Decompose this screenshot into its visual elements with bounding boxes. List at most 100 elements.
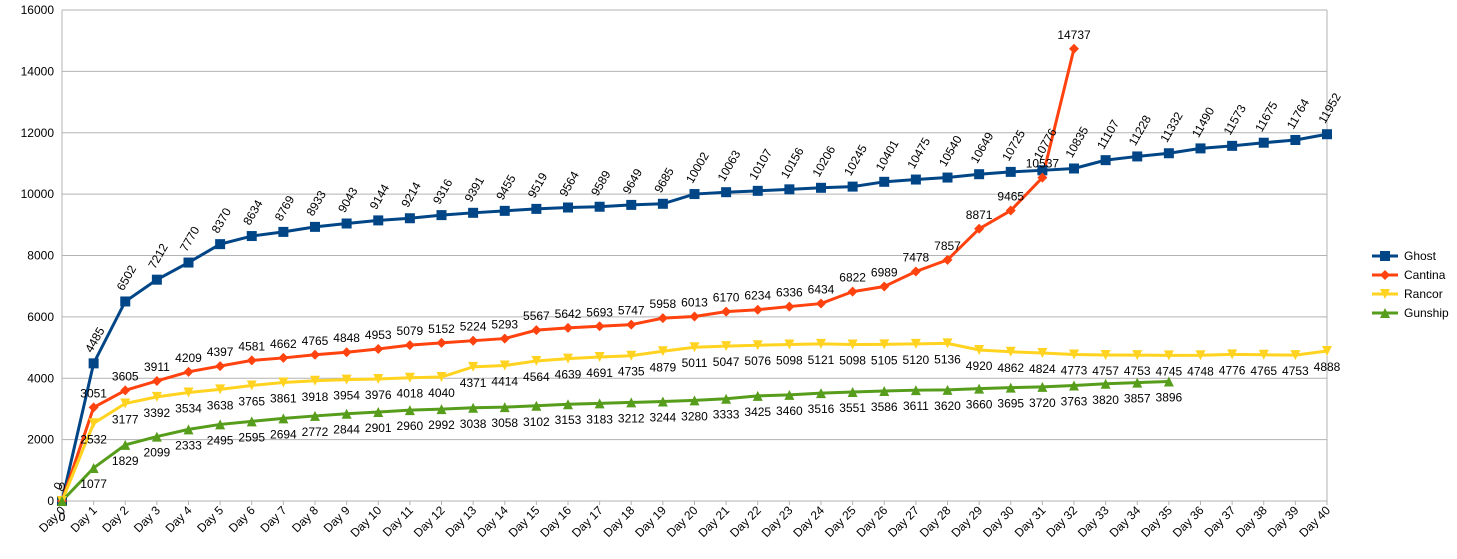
y-tick-label: 0 xyxy=(47,494,54,508)
data-point xyxy=(563,353,573,364)
data-point xyxy=(120,296,131,307)
data-point xyxy=(784,389,795,400)
data-label: 5098 xyxy=(776,354,803,368)
data-label: 9649 xyxy=(620,166,646,196)
x-tick-label: Day 37 xyxy=(1201,503,1238,540)
x-tick-label: Day 21 xyxy=(695,503,732,540)
data-label: 10107 xyxy=(746,146,775,182)
legend-label: Gunship xyxy=(1404,306,1449,320)
data-point xyxy=(847,387,858,398)
data-point xyxy=(278,377,289,388)
y-tick-label: 14000 xyxy=(21,64,55,78)
data-point xyxy=(1100,350,1111,361)
data-point xyxy=(373,344,384,355)
data-label: 2901 xyxy=(365,421,392,435)
data-point xyxy=(183,366,194,377)
data-label: 10540 xyxy=(936,133,965,169)
data-point xyxy=(816,182,826,193)
data-label: 8871 xyxy=(966,208,993,222)
data-point xyxy=(278,226,289,237)
data-point xyxy=(468,402,479,413)
data-label: 3620 xyxy=(934,399,961,413)
data-label: 8769 xyxy=(272,193,298,223)
data-label: 3586 xyxy=(871,400,898,414)
data-label: 4879 xyxy=(650,360,677,374)
data-point xyxy=(689,311,700,322)
data-point xyxy=(499,333,510,344)
data-label: 11332 xyxy=(1157,109,1186,144)
data-point xyxy=(310,349,320,360)
data-label: 14737 xyxy=(1057,28,1091,42)
data-point xyxy=(151,274,162,285)
data-label: 11107 xyxy=(1094,117,1122,152)
data-point xyxy=(942,254,953,265)
data-label: 4564 xyxy=(523,370,550,384)
data-label: 3720 xyxy=(1029,396,1056,410)
data-label: 1829 xyxy=(112,454,139,468)
data-point xyxy=(879,339,890,350)
data-point xyxy=(341,347,352,358)
data-label: 5136 xyxy=(934,352,961,366)
legend-marker xyxy=(1380,251,1390,261)
data-point xyxy=(784,339,795,350)
data-label: 4209 xyxy=(175,351,202,365)
data-label: 6989 xyxy=(871,266,898,280)
data-label: 5567 xyxy=(523,309,550,323)
data-point xyxy=(1132,151,1143,162)
x-tick-label: Day 17 xyxy=(569,503,606,540)
data-label: 6434 xyxy=(808,283,835,297)
data-point xyxy=(847,181,858,192)
data-label: 4040 xyxy=(428,386,455,400)
data-point xyxy=(531,325,542,336)
data-point xyxy=(594,352,605,363)
data-point xyxy=(88,418,99,429)
x-tick-label: Day 36 xyxy=(1170,503,1207,540)
data-label: 11228 xyxy=(1126,113,1155,148)
x-tick-label: Day 1 xyxy=(68,503,100,535)
x-tick-label: Day 39 xyxy=(1265,503,1302,540)
x-tick-label: Day 19 xyxy=(632,503,669,540)
data-point xyxy=(879,385,890,396)
x-tick-label: Day 35 xyxy=(1138,503,1175,540)
data-point xyxy=(974,383,985,394)
data-point xyxy=(974,223,985,234)
data-point xyxy=(310,221,320,232)
data-label: 1077 xyxy=(80,477,107,491)
data-label: 3861 xyxy=(270,392,297,406)
data-label: 11764 xyxy=(1284,96,1313,131)
data-label: 4757 xyxy=(1092,364,1119,378)
data-label: 3857 xyxy=(1124,392,1151,406)
data-label: 3102 xyxy=(523,415,550,429)
data-point xyxy=(1005,205,1016,216)
data-label: 4397 xyxy=(207,345,234,359)
data-point xyxy=(404,372,415,383)
x-tick-label: Day 31 xyxy=(1012,503,1049,540)
data-point xyxy=(657,346,668,357)
data-point xyxy=(183,387,194,398)
x-tick-label: Day 32 xyxy=(1043,503,1080,540)
data-point xyxy=(1258,349,1269,360)
data-label: 2333 xyxy=(175,438,202,452)
data-point xyxy=(657,198,668,209)
data-label: 4862 xyxy=(997,361,1024,375)
data-label: 5293 xyxy=(491,318,518,332)
data-point xyxy=(847,286,858,297)
data-label: 3954 xyxy=(333,389,360,403)
legend-label: Rancor xyxy=(1404,287,1443,301)
x-tick-label: Day 13 xyxy=(442,503,479,540)
data-point xyxy=(341,408,352,419)
data-point xyxy=(1322,129,1332,140)
data-label: 2595 xyxy=(238,430,265,444)
data-point xyxy=(1290,350,1301,361)
data-point xyxy=(183,424,194,435)
data-label: 9455 xyxy=(493,172,519,202)
data-label: 0 xyxy=(59,510,66,524)
data-point xyxy=(594,398,605,409)
x-tick-label: Day 4 xyxy=(163,503,195,535)
data-point xyxy=(626,397,637,408)
data-point xyxy=(151,375,162,386)
data-label: 10537 xyxy=(1026,157,1060,171)
data-label: 3516 xyxy=(808,402,835,416)
x-tick-label: Day 27 xyxy=(885,503,922,540)
data-point xyxy=(563,322,573,333)
